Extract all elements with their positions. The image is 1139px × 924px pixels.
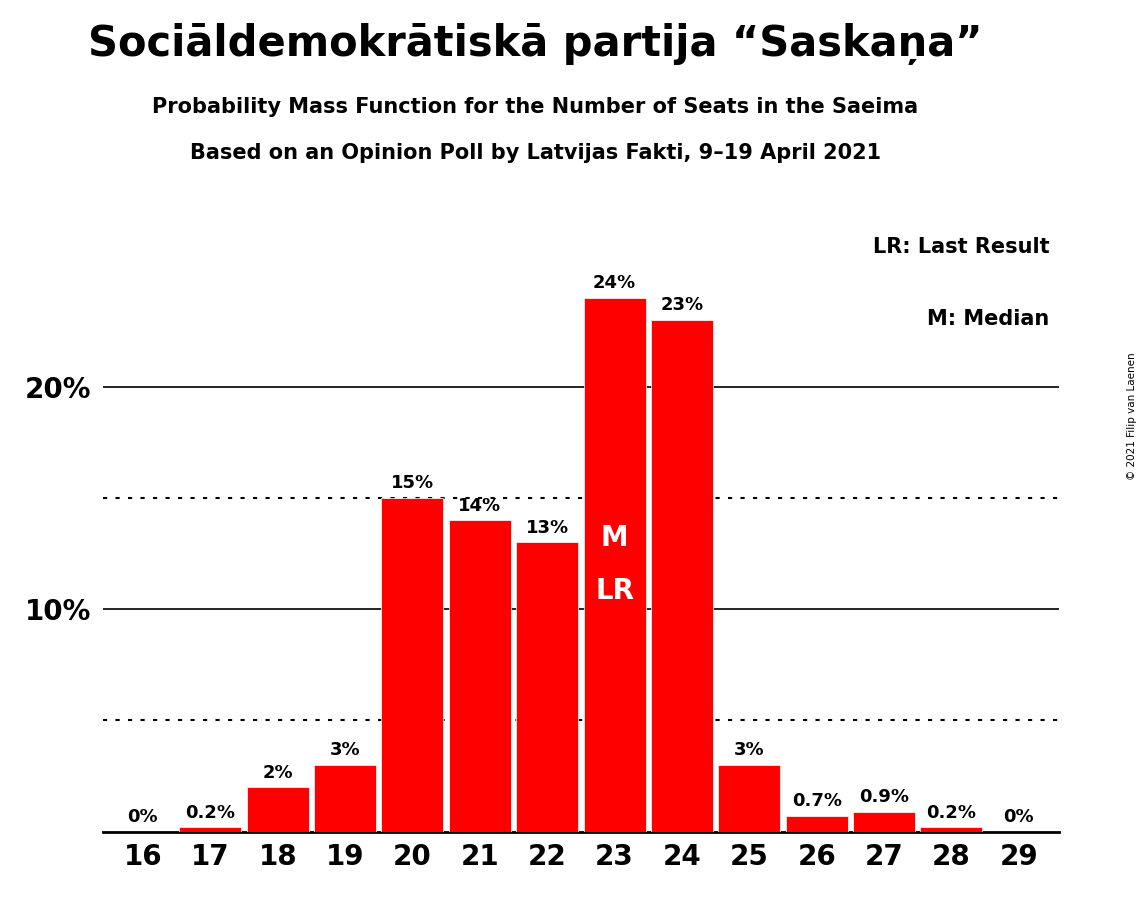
Bar: [314, 765, 376, 832]
Text: 0%: 0%: [128, 808, 158, 826]
Text: LR: LR: [595, 578, 634, 605]
Text: 3%: 3%: [734, 741, 764, 760]
Text: 0.9%: 0.9%: [859, 788, 909, 806]
Text: 0.7%: 0.7%: [792, 793, 842, 810]
Text: 0.2%: 0.2%: [926, 804, 976, 821]
Text: Probability Mass Function for the Number of Seats in the Saeima: Probability Mass Function for the Number…: [153, 97, 918, 117]
Bar: [247, 787, 309, 832]
Text: M: M: [600, 524, 629, 552]
Bar: [786, 816, 847, 832]
Text: © 2021 Filip van Laenen: © 2021 Filip van Laenen: [1126, 352, 1137, 480]
Text: M: Median: M: Median: [927, 309, 1050, 329]
Text: 14%: 14%: [458, 496, 501, 515]
Bar: [382, 498, 443, 832]
Bar: [652, 320, 713, 832]
Bar: [920, 827, 983, 832]
Text: Based on an Opinion Poll by Latvijas Fakti, 9–19 April 2021: Based on an Opinion Poll by Latvijas Fak…: [190, 143, 880, 164]
Text: 3%: 3%: [330, 741, 360, 760]
Text: 23%: 23%: [661, 297, 704, 314]
Bar: [516, 542, 579, 832]
Text: 0.2%: 0.2%: [186, 804, 236, 821]
Text: Sociāldemokrātiskā partija “Saskaņa”: Sociāldemokrātiskā partija “Saskaņa”: [88, 23, 983, 65]
Text: 24%: 24%: [593, 274, 637, 292]
Bar: [719, 765, 780, 832]
Bar: [583, 298, 646, 832]
Text: 2%: 2%: [262, 763, 293, 782]
Text: 0%: 0%: [1003, 808, 1034, 826]
Bar: [449, 520, 510, 832]
Text: LR: Last Result: LR: Last Result: [874, 237, 1050, 257]
Text: 13%: 13%: [525, 519, 568, 537]
Text: 15%: 15%: [391, 474, 434, 492]
Bar: [179, 827, 241, 832]
Bar: [853, 811, 915, 832]
